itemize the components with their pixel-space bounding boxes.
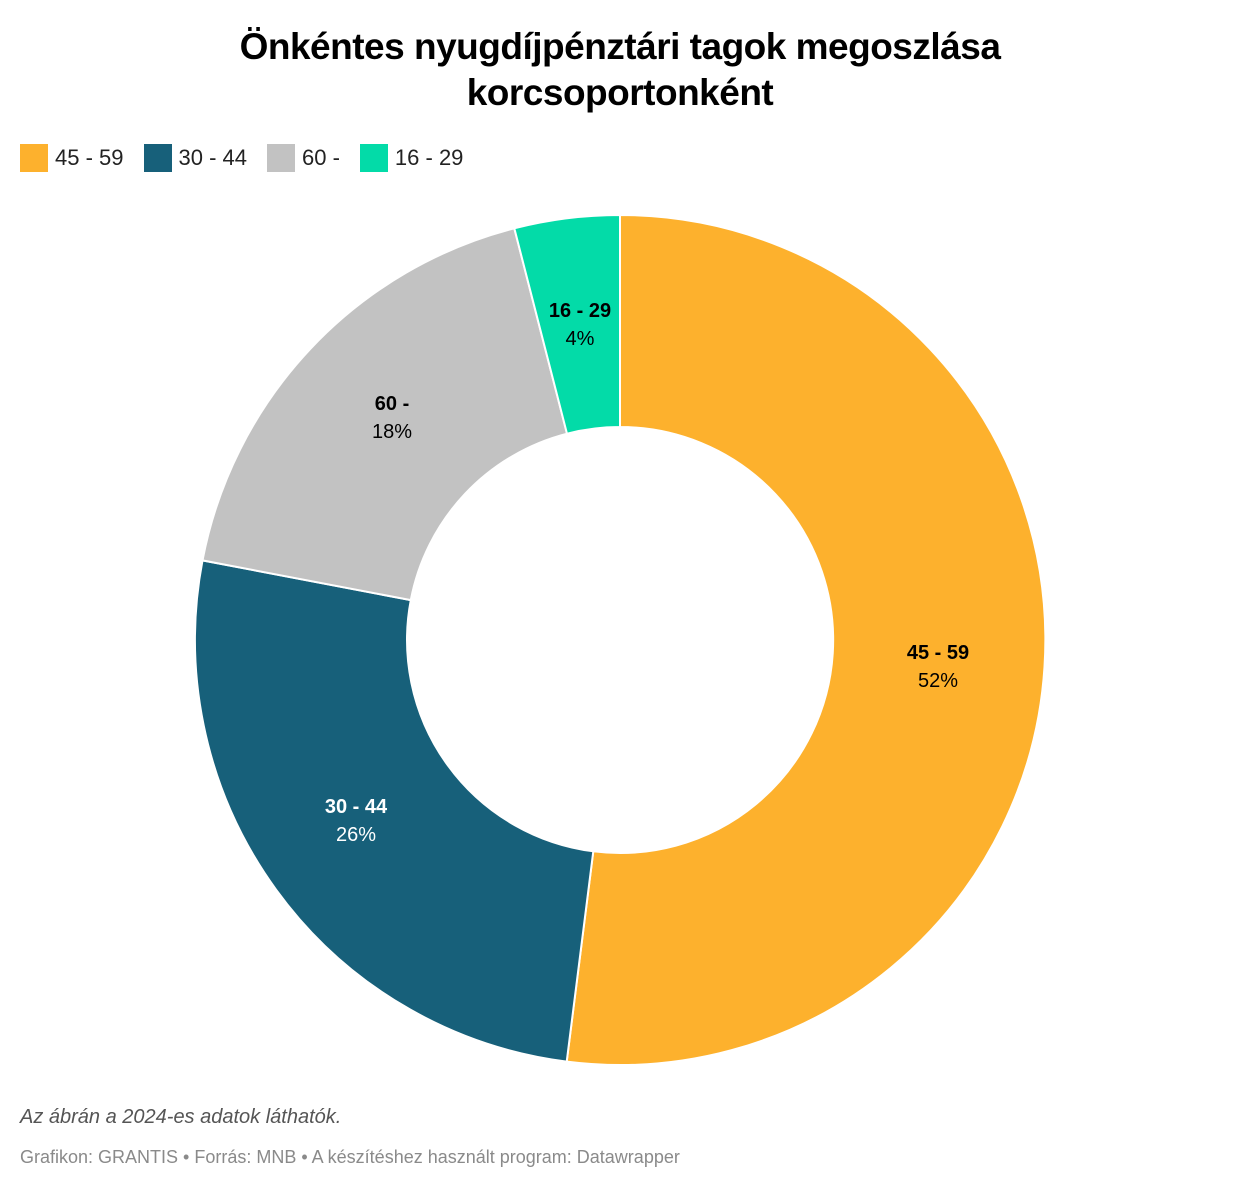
slice-category: 30 - 44 [324, 796, 388, 818]
legend-label: 60 - [302, 145, 340, 170]
legend-label: 45 - 59 [55, 145, 124, 170]
slice-label-16-29: 16 - 29 4% [549, 297, 611, 353]
legend-swatch [143, 144, 172, 172]
slice-value: 52% [917, 670, 959, 692]
legend-label: 30 - 44 [178, 145, 248, 170]
legend-label: 16 - 29 [394, 145, 464, 170]
chart-byline: Grafikon: GRANTIS • Forrás: MNB • A kész… [20, 1147, 680, 1167]
slice-label-45-59: 45 - 59 52% [907, 639, 969, 695]
slice-16-29[interactable] [513, 213, 621, 435]
slice-value: 4% [565, 328, 595, 350]
chart-title: Önkéntes nyugdíjpénztári tagok megoszlás… [0, 24, 1240, 116]
slice-label-30-44: 30 - 44 26% [325, 793, 387, 849]
legend-item-30-44: 30 - 44 [143, 144, 248, 172]
slice-category: 16 - 29 [548, 300, 612, 322]
slice-category: 45 - 59 [906, 642, 970, 664]
legend-item-45-59: 45 - 59 [20, 144, 124, 172]
slice-45-59[interactable] [565, 213, 1047, 1066]
slice-30-44[interactable] [194, 559, 595, 1063]
slice-value: 18% [371, 421, 413, 443]
legend-swatch [20, 144, 48, 172]
chart-title-line-2: korcsoportonként [466, 72, 774, 113]
slice-value: 26% [335, 824, 377, 846]
slice-60-plus[interactable] [201, 227, 569, 602]
slice-label-60-plus: 60 - 18% [372, 390, 412, 446]
legend-swatch [359, 144, 388, 172]
chart-notes: Az ábrán a 2024-es adatok láthatók. [20, 1106, 342, 1128]
legend-swatch [267, 144, 295, 172]
legend-item-16-29: 16 - 29 [359, 144, 464, 172]
chart-legend: 45 - 59 30 - 44 60 - 16 - 29 [20, 144, 483, 172]
slice-category: 60 - [374, 393, 410, 415]
legend-item-60-plus: 60 - [267, 144, 340, 172]
chart-title-line-1: Önkéntes nyugdíjpénztári tagok megoszlás… [239, 26, 1001, 67]
